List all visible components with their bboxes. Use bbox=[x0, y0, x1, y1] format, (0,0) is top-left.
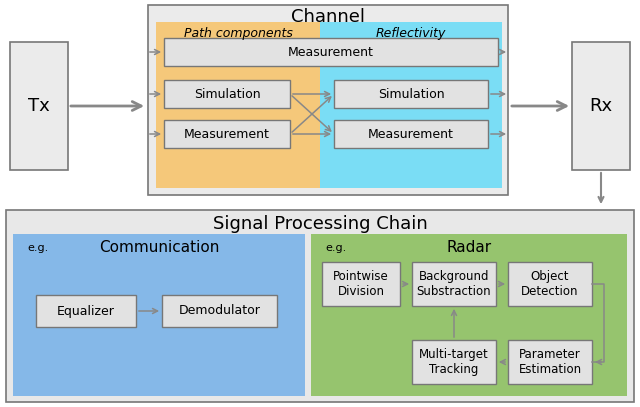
Text: Reflectivity: Reflectivity bbox=[376, 28, 446, 41]
Text: Parameter
Estimation: Parameter Estimation bbox=[518, 348, 582, 376]
Text: Rx: Rx bbox=[589, 97, 612, 115]
Bar bbox=[334, 80, 488, 108]
Bar bbox=[334, 120, 488, 148]
Text: Demodulator: Demodulator bbox=[179, 304, 260, 317]
Text: Simulation: Simulation bbox=[194, 88, 260, 101]
Text: Path components: Path components bbox=[184, 28, 292, 41]
Text: Equalizer: Equalizer bbox=[57, 304, 115, 317]
Bar bbox=[148, 5, 508, 195]
Text: e.g.: e.g. bbox=[325, 243, 346, 253]
Bar bbox=[320, 22, 502, 188]
Bar bbox=[164, 120, 290, 148]
Text: Simulation: Simulation bbox=[378, 88, 444, 101]
Bar bbox=[164, 80, 290, 108]
Bar bbox=[311, 234, 627, 396]
Text: Signal Processing Chain: Signal Processing Chain bbox=[212, 215, 428, 233]
Bar bbox=[10, 42, 68, 170]
Bar bbox=[36, 295, 136, 327]
Text: Channel: Channel bbox=[291, 8, 365, 26]
Bar bbox=[508, 262, 592, 306]
Text: Measurement: Measurement bbox=[288, 46, 374, 59]
Text: Measurement: Measurement bbox=[368, 127, 454, 140]
Bar bbox=[164, 38, 498, 66]
Text: Object
Detection: Object Detection bbox=[521, 270, 579, 298]
Bar bbox=[572, 42, 630, 170]
Text: Radar: Radar bbox=[447, 241, 492, 256]
Text: Multi-target
Tracking: Multi-target Tracking bbox=[419, 348, 489, 376]
Bar bbox=[13, 234, 305, 396]
Bar bbox=[412, 340, 496, 384]
Bar bbox=[322, 262, 400, 306]
Text: e.g.: e.g. bbox=[27, 243, 48, 253]
Text: Tx: Tx bbox=[28, 97, 50, 115]
Text: Background
Substraction: Background Substraction bbox=[417, 270, 492, 298]
Bar bbox=[412, 262, 496, 306]
Bar bbox=[162, 295, 277, 327]
Bar bbox=[6, 210, 634, 402]
Text: Communication: Communication bbox=[99, 241, 219, 256]
Text: Pointwise
Division: Pointwise Division bbox=[333, 270, 389, 298]
Bar bbox=[508, 340, 592, 384]
Bar bbox=[156, 22, 320, 188]
Text: Measurement: Measurement bbox=[184, 127, 270, 140]
